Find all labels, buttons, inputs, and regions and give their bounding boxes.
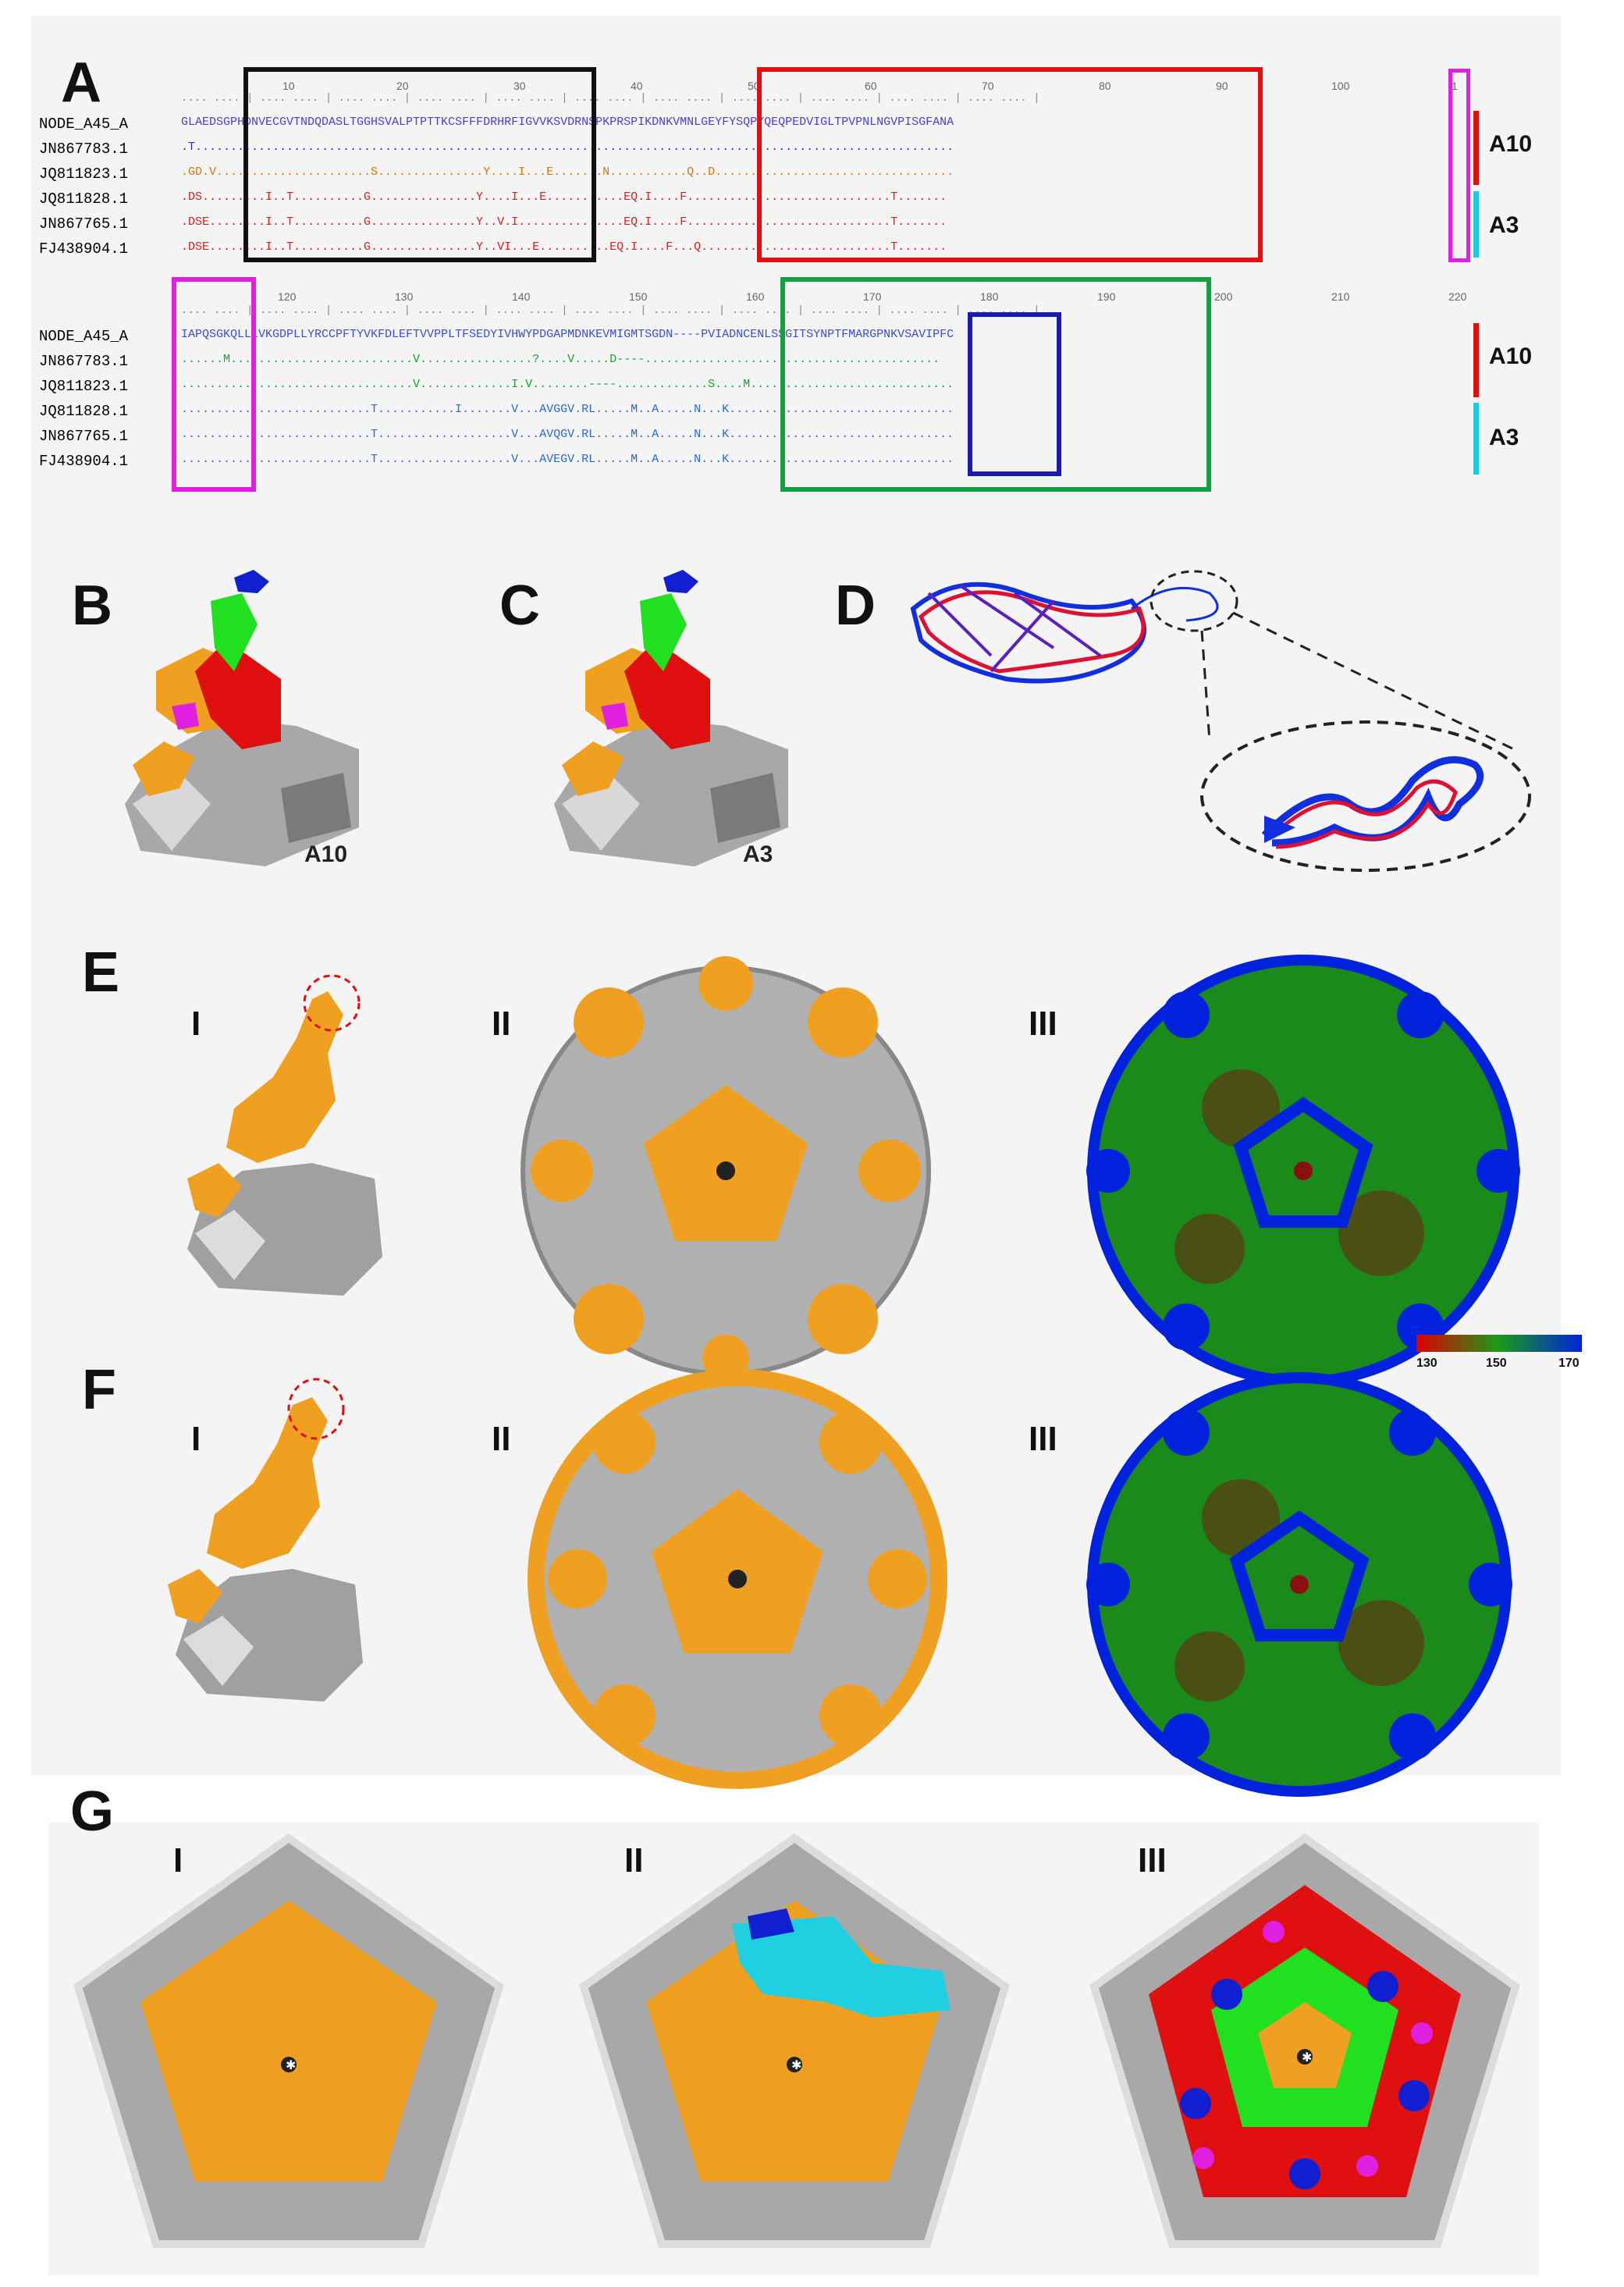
pentamer-g-i: ✱ xyxy=(73,1833,504,2248)
seq-row: .................................V......… xyxy=(181,378,954,391)
highlight-box-green xyxy=(780,277,1211,492)
ruler-tick: 180 xyxy=(980,290,999,303)
seq-name: JN867765.1 xyxy=(39,215,129,233)
seq-row: .DS.........I..T..........G.............… xyxy=(181,190,947,204)
ruler-tick: 70 xyxy=(982,80,994,92)
colorbar-tick-max: 170 xyxy=(1558,1357,1580,1370)
seq-name: FJ438904.1 xyxy=(39,453,129,470)
group-label-a3: A3 xyxy=(1489,425,1519,450)
highlight-box-magenta-2 xyxy=(172,277,256,492)
seq-row: IAPQSGKQLLLVKGDPLLYRCCPFTYVKFDLEFTVVPPLT… xyxy=(181,328,954,341)
subpanel-label-g-i: I xyxy=(173,1841,183,1880)
structure-label-c: A3 xyxy=(743,841,773,867)
subpanel-label-e-ii: II xyxy=(492,1005,511,1043)
highlight-box-blue xyxy=(968,312,1061,476)
ruler-tick: 130 xyxy=(395,290,414,303)
seq-row: ...........................T............… xyxy=(181,453,954,466)
ruler-tick: 40 xyxy=(631,80,643,92)
group-bar-a3 xyxy=(1473,403,1479,475)
ruler-tick: 220 xyxy=(1448,290,1467,303)
seq-name: JN867783.1 xyxy=(39,353,129,370)
subpanel-label-f-ii: II xyxy=(492,1420,511,1458)
seq-row: ...........................T............… xyxy=(181,428,954,441)
ruler-tick: 100 xyxy=(1331,80,1350,92)
pentamer-g-iii: ✱ xyxy=(1089,1833,1520,2248)
structure-b xyxy=(125,570,359,866)
panel-label-b: B xyxy=(72,574,112,637)
seq-row: ......M..........................V......… xyxy=(181,353,940,366)
svg-text:✱: ✱ xyxy=(286,2058,296,2072)
ribbon-overlay-d xyxy=(910,570,1531,872)
subpanel-label-g-ii: II xyxy=(624,1841,644,1880)
seq-name: JN867783.1 xyxy=(39,140,129,158)
ruler-dots: .... .... | .... .... | .... .... | ....… xyxy=(181,92,1040,105)
highlight-box-red xyxy=(757,67,1263,262)
svg-text:✱: ✱ xyxy=(1302,2050,1312,2065)
ruler-tick: 170 xyxy=(863,290,882,303)
highlight-box-magenta-1 xyxy=(1448,69,1470,262)
monomer-e xyxy=(187,974,382,1296)
seq-name: JQ811823.1 xyxy=(39,165,129,183)
ruler-tick: 150 xyxy=(629,290,648,303)
subpanel-label-g-iii: III xyxy=(1138,1841,1167,1880)
highlight-box-black xyxy=(243,67,596,262)
panel-label-g: G xyxy=(70,1780,115,1843)
ruler-tick: 190 xyxy=(1097,290,1116,303)
capsid-e-orange xyxy=(521,956,931,1382)
colorbar-tick-mid: 150 xyxy=(1486,1357,1507,1370)
subpanel-label-f-i: I xyxy=(191,1420,201,1458)
ruler-dots: .... .... | .... .... | .... .... | ....… xyxy=(181,304,1040,317)
ruler-tick: 60 xyxy=(865,80,877,92)
seq-name: JQ811828.1 xyxy=(39,403,129,420)
capsid-e-depth xyxy=(1086,955,1520,1387)
depth-colorbar xyxy=(1416,1335,1582,1352)
ruler-tick: 120 xyxy=(278,290,297,303)
ruler-tick: 80 xyxy=(1099,80,1111,92)
seq-name: JQ811823.1 xyxy=(39,378,129,395)
svg-text:✱: ✱ xyxy=(791,2058,801,2072)
monomer-f xyxy=(168,1378,363,1702)
group-bar-a10 xyxy=(1473,111,1479,185)
seq-name: NODE_A45_A xyxy=(39,116,129,133)
panel-label-c: C xyxy=(499,574,540,637)
group-label-a3: A3 xyxy=(1489,212,1519,238)
subpanel-label-e-i: I xyxy=(191,1005,201,1043)
capsid-f-depth xyxy=(1086,1372,1512,1797)
ruler-tick: 210 xyxy=(1331,290,1350,303)
seq-name: NODE_A45_A xyxy=(39,328,129,345)
seq-name: FJ438904.1 xyxy=(39,240,129,258)
ruler-tick: 200 xyxy=(1214,290,1233,303)
ruler-tick: 160 xyxy=(746,290,765,303)
ruler-tick: 90 xyxy=(1216,80,1228,92)
ruler-tick: 140 xyxy=(512,290,531,303)
panel-label-a: A xyxy=(61,52,101,114)
group-bar-a3 xyxy=(1473,191,1479,258)
ruler-tick: 30 xyxy=(513,80,526,92)
capsid-f-orange xyxy=(528,1369,947,1789)
structure-c xyxy=(554,570,788,866)
seq-row: .DSE........I..T..........G.............… xyxy=(181,240,947,254)
ruler-tick: 20 xyxy=(396,80,409,92)
seq-row: .DSE........I..T..........G.............… xyxy=(181,215,947,229)
seq-name: JQ811828.1 xyxy=(39,190,129,208)
panel-label-f: F xyxy=(82,1359,116,1421)
structure-label-b: A10 xyxy=(304,841,348,867)
subpanel-label-e-iii: III xyxy=(1029,1005,1057,1043)
seq-row: ...........................T...........I… xyxy=(181,403,954,416)
ruler-tick: 50 xyxy=(748,80,760,92)
subpanel-label-f-iii: III xyxy=(1029,1420,1057,1458)
group-label-a10: A10 xyxy=(1489,131,1533,157)
panel-a-background xyxy=(31,16,1561,531)
ruler-tick: 10 xyxy=(283,80,295,92)
seq-name: JN867765.1 xyxy=(39,428,129,445)
ruler-tick: 1 xyxy=(1452,80,1458,92)
panel-label-d: D xyxy=(835,574,876,637)
group-bar-a10 xyxy=(1473,323,1479,397)
pentamer-g-ii: ✱ xyxy=(579,1833,1010,2248)
group-label-a10: A10 xyxy=(1489,343,1533,369)
colorbar-tick-min: 130 xyxy=(1416,1357,1437,1370)
panel-label-e: E xyxy=(82,941,120,1004)
